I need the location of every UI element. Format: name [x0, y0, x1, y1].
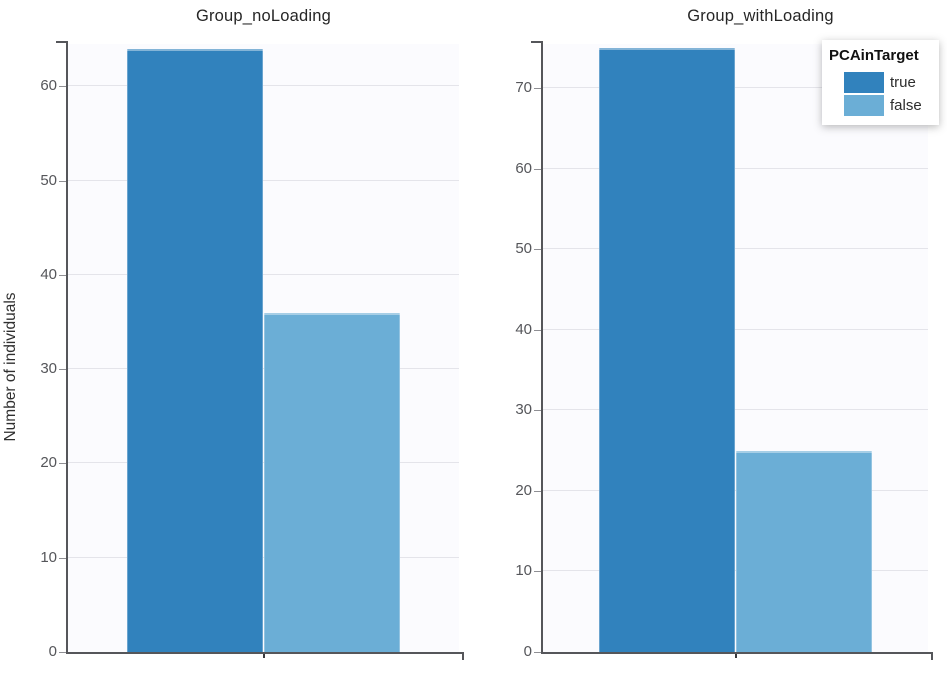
y-tick-label-60: 60 [40, 77, 57, 95]
y-tick-mark-60 [534, 168, 541, 170]
y-tick-label-20: 20 [40, 454, 57, 472]
x-axis-end-cap [462, 652, 464, 660]
y-tick-label-60: 60 [515, 159, 532, 177]
y-tick-mark-20 [59, 463, 66, 465]
legend-label-false: false [890, 97, 922, 114]
y-tick-label-30: 30 [40, 360, 57, 378]
y-tick-label-50: 50 [40, 171, 57, 189]
gridline-y30 [543, 409, 928, 411]
x-axis-line [66, 652, 464, 654]
y-tick-mark-10 [534, 571, 541, 573]
bar-false [264, 312, 400, 652]
gridline-y20 [68, 462, 459, 464]
legend-title: PCAinTarget [829, 47, 919, 64]
gridline-y20 [543, 489, 928, 491]
y-tick-mark-50 [59, 180, 66, 182]
y-tick-label-0: 0 [523, 643, 532, 660]
bar-true [599, 48, 735, 652]
x-axis-line [541, 652, 933, 654]
legend-item-true: true [844, 72, 939, 93]
x-axis-end-cap [931, 652, 933, 660]
y-tick-label-50: 50 [515, 240, 532, 258]
legend: PCAinTarget true false [822, 40, 939, 125]
gridline-y70 [543, 87, 928, 89]
panel-group-withloading [543, 44, 928, 652]
legend-item-false: false [844, 95, 939, 116]
gridline-y50 [68, 179, 459, 181]
bar-false [736, 450, 872, 652]
legend-key-true-icon [844, 72, 884, 93]
y-tick-label-10: 10 [40, 548, 57, 566]
y-tick-mark-0 [534, 652, 541, 653]
y-tick-label-30: 30 [515, 401, 532, 419]
x-category-tick [262, 654, 265, 658]
panel-title-group-withloading: Group_withLoading [687, 7, 834, 25]
y-tick-mark-60 [59, 86, 66, 88]
y-axis-end-cap [56, 41, 66, 43]
gridline-y50 [543, 248, 928, 250]
y-tick-label-40: 40 [40, 265, 57, 283]
panel-title-group-noloading: Group_noLoading [195, 7, 332, 25]
y-axis-line [66, 41, 68, 654]
legend-key-false-icon [844, 95, 884, 116]
y-tick-label-10: 10 [515, 562, 532, 580]
y-axis-end-cap [531, 41, 541, 43]
gridline-y10 [543, 570, 928, 572]
y-tick-mark-40 [534, 329, 541, 331]
gridline-y40 [68, 273, 459, 275]
gridline-y40 [543, 328, 928, 330]
gridline-y30 [68, 368, 459, 370]
y-tick-label-40: 40 [515, 320, 532, 338]
legend-label-true: true [890, 74, 916, 91]
gridline-y60 [543, 167, 928, 169]
y-axis-line [541, 41, 543, 654]
gridline-y10 [68, 556, 459, 558]
gridline-y60 [68, 85, 459, 87]
y-tick-mark-30 [59, 369, 66, 371]
y-tick-label-0: 0 [48, 643, 57, 660]
y-tick-mark-50 [534, 249, 541, 251]
y-tick-mark-40 [59, 274, 66, 276]
bar-true [127, 48, 263, 652]
y-tick-label-20: 20 [515, 481, 532, 499]
y-tick-mark-20 [534, 490, 541, 492]
y-tick-mark-0 [59, 652, 66, 653]
y-tick-mark-30 [534, 410, 541, 412]
y-tick-mark-10 [59, 557, 66, 559]
y-tick-mark-70 [534, 88, 541, 90]
panel-group-noloading [68, 44, 459, 652]
y-tick-label-70: 70 [515, 79, 532, 97]
x-category-tick [734, 654, 737, 658]
